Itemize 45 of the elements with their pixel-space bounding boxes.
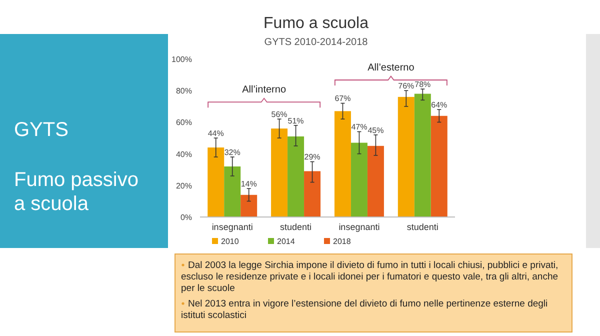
y-tick-label: 100% xyxy=(172,55,192,64)
bar xyxy=(367,146,384,217)
data-label: 76% xyxy=(398,82,414,91)
text: GYTS xyxy=(14,119,68,141)
bar xyxy=(430,116,448,217)
data-label: 29% xyxy=(304,152,320,162)
data-label: 14% xyxy=(240,180,257,189)
x-tick-label: studenti xyxy=(406,222,438,232)
y-tick-label: 40% xyxy=(176,150,192,159)
bar xyxy=(398,96,414,217)
bar xyxy=(208,147,224,217)
y-tick-label: 80% xyxy=(176,86,192,96)
bar xyxy=(334,111,351,217)
data-label: 64% xyxy=(431,100,448,110)
bar xyxy=(414,94,431,217)
y-tick-label: 20% xyxy=(176,181,192,190)
text: Nel 2013 entra in vigore l’estensione del divieto di fumo nelle pertinenze esterne degli istituti scolastici xyxy=(181,298,548,321)
x-tick-label: studenti xyxy=(280,222,312,232)
data-label: 78% xyxy=(414,80,431,90)
data-label: 56% xyxy=(271,110,288,120)
chart-title: Fumo a scuola xyxy=(264,15,369,32)
annotation: All’esterno xyxy=(368,62,415,74)
x-tick-label: insegnanti xyxy=(212,222,253,232)
x-tick-label: insegnanti xyxy=(338,222,380,232)
bar xyxy=(288,136,304,217)
chart-subtitle: GYTS 2010-2014-2018 xyxy=(264,37,368,48)
bar xyxy=(304,171,321,217)
data-label: 44% xyxy=(208,129,224,138)
legend-label: 2018 xyxy=(333,237,352,246)
text: Dal 2003 la legge Sirchia impone il divieto di fumo in tutti i locali chiusi, pubblici e privati, escluso le residenze private e i locali idonei per i fumatori e questo vale, tra gli altri, anche per le scuole xyxy=(181,260,558,294)
bar xyxy=(224,166,241,217)
y-tick-label: 60% xyxy=(176,118,192,128)
y-tick-label: 0% xyxy=(180,213,192,222)
data-label: 47% xyxy=(351,122,368,132)
text: Fumo passivo a scuola xyxy=(14,169,138,215)
data-label: 67% xyxy=(334,94,351,104)
legend-label: 2014 xyxy=(277,237,296,246)
data-label: 32% xyxy=(224,148,240,157)
bar xyxy=(240,194,258,217)
data-label: 51% xyxy=(288,116,304,126)
bar xyxy=(350,142,368,217)
legend-label: 2010 xyxy=(221,237,240,246)
annotation: All’interno xyxy=(242,84,286,96)
bar xyxy=(271,128,288,217)
data-label: 45% xyxy=(368,126,384,135)
